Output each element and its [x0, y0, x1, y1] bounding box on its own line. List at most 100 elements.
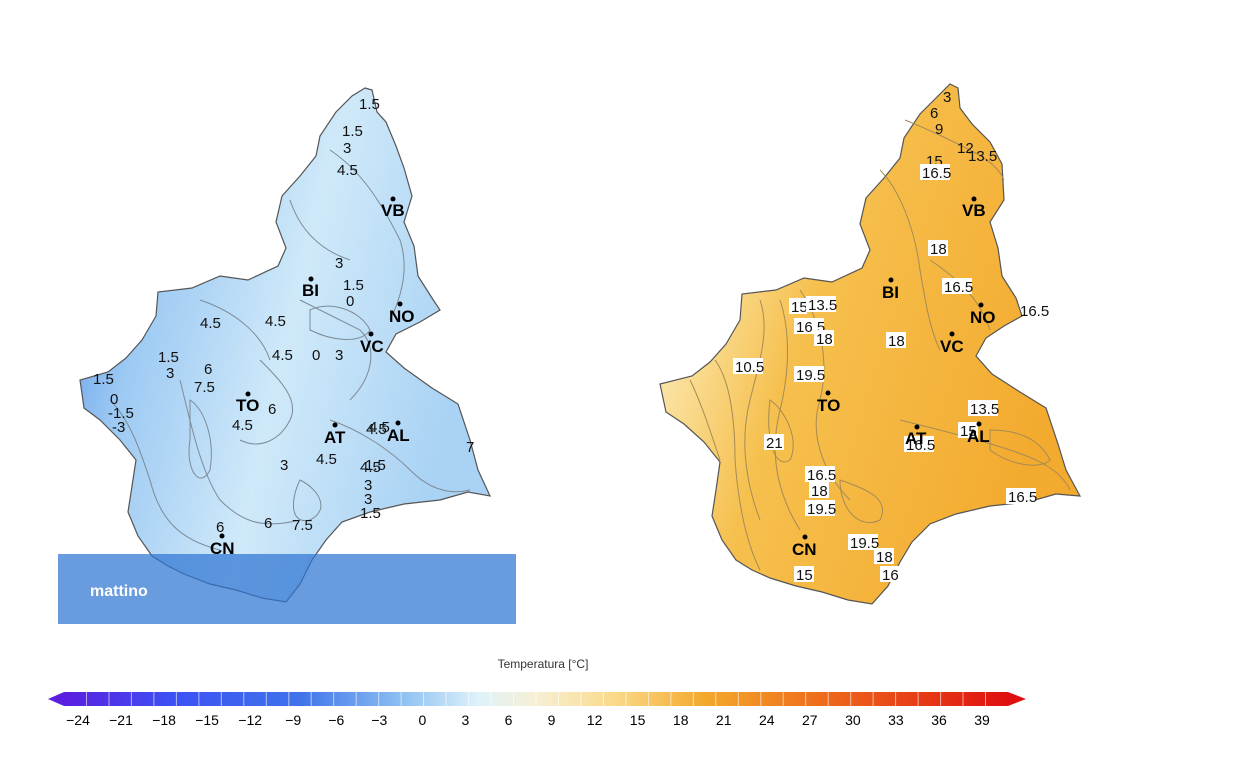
svg-text:NO: NO [389, 307, 415, 326]
piemonte-region-afternoon [659, 83, 1082, 605]
isotherm-label: 3 [280, 457, 288, 474]
isotherm-label: 16.5 [1020, 303, 1049, 320]
isotherm-label: 19.5 [807, 501, 836, 518]
city-al: AL [387, 420, 410, 445]
isotherm-label: 1.5 [359, 96, 380, 113]
isotherm-label: 3 [343, 140, 351, 157]
panel-label-band: mattino [58, 554, 516, 624]
isotherm-label: 12 [957, 140, 974, 157]
legend-tick-label: 18 [673, 712, 689, 728]
legend-colorbar-left-arrow [48, 692, 64, 706]
legend-tick-label: −9 [285, 712, 301, 728]
isotherm-label: 3 [364, 477, 372, 494]
city-no: NO [970, 302, 996, 327]
isotherm-label: 18 [888, 333, 905, 350]
isotherm-label: 3 [364, 491, 372, 508]
isotherm-label: 15 [796, 567, 813, 584]
legend-tick-label: −21 [109, 712, 133, 728]
svg-text:AT: AT [905, 429, 927, 448]
svg-text:VB: VB [962, 201, 986, 220]
isotherm-label: 13.5 [970, 401, 999, 418]
isotherm-label: 1.5 [342, 123, 363, 140]
legend-tick-label: 33 [888, 712, 904, 728]
city-at: AT [905, 424, 927, 448]
isotherm-label: 6 [216, 519, 224, 536]
legend-tick-label: −24 [66, 712, 90, 728]
afternoon-isotherm-labels: 3 6 9 12 13.5 15 16.5 18 16.5 15 13.5 16… [733, 89, 1049, 584]
svg-text:TO: TO [236, 396, 259, 415]
svg-text:AL: AL [967, 427, 990, 446]
city-al: AL [967, 421, 990, 446]
legend-tick-label: 36 [931, 712, 947, 728]
panel-label-mattino: mattino [90, 583, 148, 600]
city-bi: BI [882, 277, 899, 302]
legend-tick-label: −3 [371, 712, 387, 728]
isotherm-label: 6 [264, 515, 272, 532]
legend-tick-label: −12 [238, 712, 262, 728]
isotherm-label: 4.5 [272, 347, 293, 364]
isotherm-label: 16.5 [944, 279, 973, 296]
svg-text:CN: CN [210, 539, 235, 558]
city-to: TO [817, 390, 840, 415]
isotherm-label: 18 [930, 241, 947, 258]
isotherm-label: 1.5 [343, 277, 364, 294]
city-vc: VC [360, 331, 384, 356]
legend-tick-label: −15 [195, 712, 219, 728]
isotherm-label: 6 [204, 361, 212, 378]
legend-tick-label: −6 [328, 712, 344, 728]
legend-tick-label: 3 [462, 712, 470, 728]
isotherm-label: -3 [112, 419, 125, 436]
legend-tick-label: 30 [845, 712, 861, 728]
isotherm-label: 4.5 [316, 451, 337, 468]
isotherm-label: 1.5 [158, 349, 179, 366]
isotherm-label: 10.5 [735, 359, 764, 376]
legend-tick-label: 24 [759, 712, 775, 728]
svg-text:TO: TO [817, 396, 840, 415]
isotherm-label: 3 [335, 255, 343, 272]
isotherm-label: 4.5 [265, 313, 286, 330]
morning-cities: VB BI NO VC TO AT AL CN [210, 196, 415, 558]
isotherm-label: 16.5 [922, 165, 951, 182]
isotherm-label: 9 [935, 121, 943, 138]
svg-text:VC: VC [360, 337, 384, 356]
city-cn: CN [792, 534, 817, 559]
city-vb: VB [962, 196, 986, 220]
svg-text:BI: BI [302, 281, 319, 300]
legend-tick-label: 0 [419, 712, 427, 728]
isotherm-label: 4.5 [360, 459, 381, 476]
isotherm-label: -1.5 [108, 405, 134, 422]
isotherm-label: 4.5 [232, 417, 253, 434]
svg-text:AL: AL [387, 426, 410, 445]
morning-contours [109, 149, 471, 551]
isotherm-label: 1.5 [93, 371, 114, 388]
city-bi: BI [302, 276, 319, 300]
legend-ticks: −24 −21 −18 −15 −12 −9 −6 −3 0 3 6 9 12 15 18 21 24 27 30 3… [66, 712, 990, 728]
isotherm-label: 15 [791, 299, 808, 316]
isotherm-label: 0 [110, 391, 118, 408]
morning-isotherm-labels: 1.5 1.5 3 4.5 3 1.5 0 4.5 4.5 1.5 3 6 7.… [93, 96, 474, 536]
afternoon-cities: VB BI NO VC TO AT AL CN [792, 196, 996, 559]
isotherm-label: 4.5 [200, 315, 221, 332]
legend-colorbar-right-arrow [1008, 692, 1026, 706]
legend-tick-label: 6 [505, 712, 513, 728]
legend-title: Temperatura [°C] [498, 657, 589, 671]
isotherm-label: 0 [312, 347, 320, 364]
isotherm-label: 13.5 [808, 297, 837, 314]
isotherm-label: 15 [960, 423, 977, 440]
city-no: NO [389, 301, 415, 326]
isotherm-label: 6 [930, 105, 938, 122]
svg-text:VB: VB [381, 201, 405, 220]
legend-tick-label: −18 [152, 712, 176, 728]
svg-text:CN: CN [792, 540, 817, 559]
isotherm-label: 4.5 [337, 162, 358, 179]
piemonte-region-morning [79, 87, 492, 603]
isotherm-label: 21 [766, 435, 783, 452]
afternoon-map: 3 6 9 12 13.5 15 16.5 18 16.5 15 13.5 16… [659, 83, 1082, 605]
legend-tick-label: 21 [716, 712, 732, 728]
svg-text:BI: BI [882, 283, 899, 302]
isotherm-label: 19.5 [796, 367, 825, 384]
isotherm-label: 13.5 [968, 148, 997, 165]
svg-text:NO: NO [970, 308, 996, 327]
